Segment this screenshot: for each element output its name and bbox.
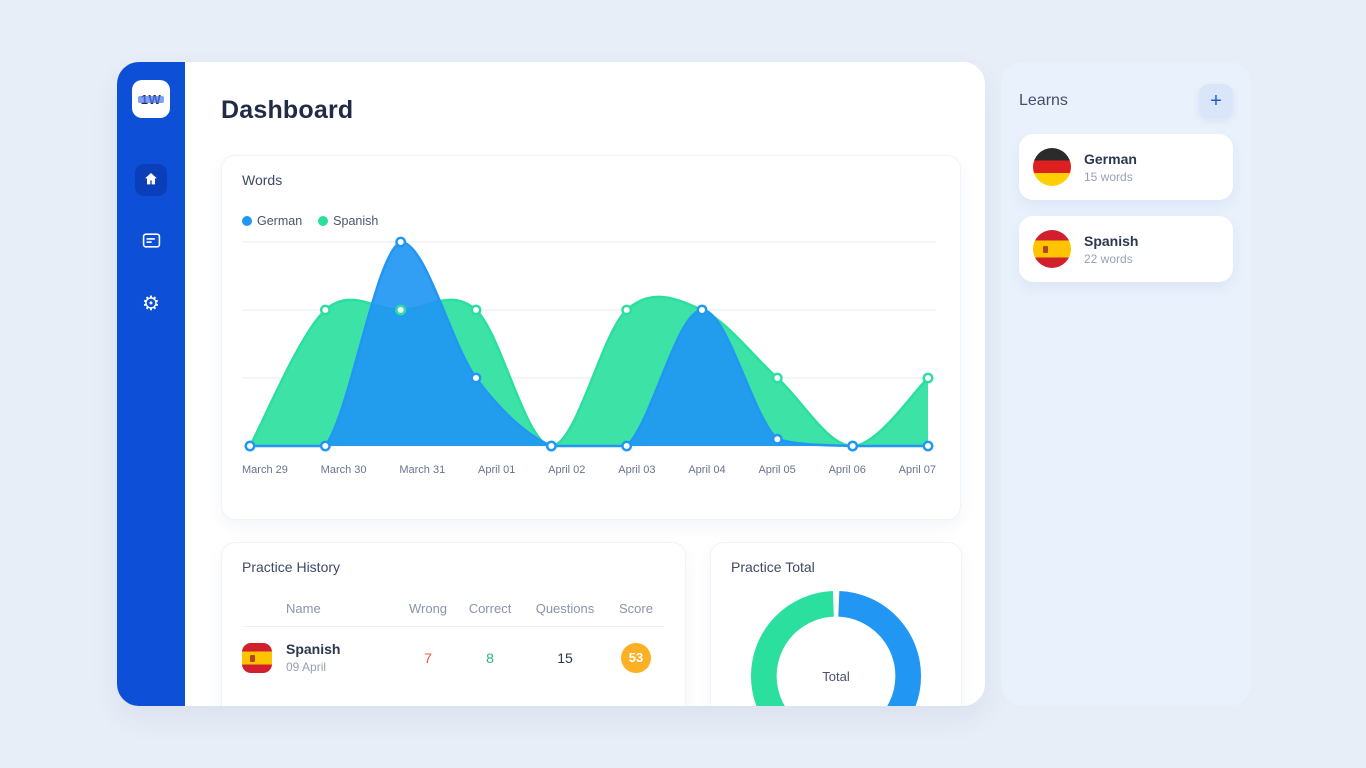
spanish-flag-icon	[1033, 230, 1071, 268]
x-tick: April 03	[618, 464, 656, 476]
x-tick: April 01	[478, 464, 516, 476]
donut-chart-canvas	[750, 590, 922, 706]
row-wrong-value: 7	[424, 649, 432, 666]
spanish-flag-icon	[242, 642, 272, 673]
learns-panel: Learns + German 15 words Spanish 22 word…	[1001, 62, 1251, 706]
flag-emblem	[250, 655, 256, 663]
learns-title: Learns	[1019, 92, 1068, 109]
learns-header: Learns +	[1019, 84, 1233, 118]
practice-total-title: Practice Total	[731, 559, 815, 575]
legend-label-spanish: Spanish	[333, 214, 379, 228]
word-cards-icon	[142, 232, 161, 252]
page-title: Dashboard	[221, 96, 354, 124]
learn-language: Spanish	[1084, 232, 1139, 249]
learn-language: German	[1084, 150, 1137, 167]
learn-item-text: German 15 words	[1084, 151, 1137, 184]
x-tick: April 05	[758, 464, 796, 476]
logo-highlight-bar	[138, 96, 164, 103]
app-logo[interactable]: 1W	[132, 80, 170, 118]
practice-history-card: Practice History Name Wrong Correct Ques…	[221, 542, 686, 706]
flag-emblem	[1043, 245, 1049, 253]
x-tick: April 02	[548, 464, 586, 476]
col-name: Name	[286, 601, 321, 616]
x-tick: March 30	[320, 464, 367, 476]
table-row[interactable]: Spanish 09 April 7 8 15 53	[242, 627, 665, 674]
col-score: Score	[619, 601, 653, 616]
legend-item-spanish[interactable]: Spanish	[318, 214, 378, 228]
score-badge: 53	[621, 642, 651, 673]
row-name-cell: Spanish 09 April	[286, 641, 399, 674]
learn-item-german[interactable]: German 15 words	[1019, 134, 1233, 200]
add-language-button[interactable]: +	[1199, 84, 1233, 118]
app-window: 1W ⚙ Dashboard Words	[117, 62, 985, 706]
chart-legend: German Spanish	[242, 214, 940, 228]
legend-dot-german	[242, 216, 252, 226]
practice-total-donut: Total	[741, 581, 931, 706]
sidebar-nav: ⚙	[135, 164, 167, 320]
legend-dot-spanish	[318, 216, 329, 226]
sidebar-item-words[interactable]	[135, 226, 167, 258]
home-icon	[143, 171, 159, 190]
main-content: Dashboard Words German Spanish March 29 …	[185, 62, 985, 706]
learn-item-spanish[interactable]: Spanish 22 words	[1019, 216, 1233, 282]
practice-history-title: Practice History	[242, 559, 341, 575]
legend-label-german: German	[257, 214, 303, 228]
chart-x-axis-labels: March 29 March 30 March 31 April 01 Apri…	[242, 464, 936, 476]
row-questions-value: 15	[557, 649, 573, 666]
table-header-row: Name Wrong Correct Questions Score	[242, 601, 665, 627]
sidebar-item-home[interactable]	[135, 164, 167, 196]
german-flag-icon	[1033, 148, 1071, 186]
practice-total-card: Practice Total Total	[710, 542, 962, 706]
learn-word-count: 22 words	[1084, 251, 1133, 266]
x-tick: March 31	[399, 464, 446, 476]
score-badge-cell: 53	[607, 642, 665, 673]
x-tick: April 07	[898, 464, 936, 476]
words-chart-card: Words German Spanish March 29 March 30 M…	[221, 155, 961, 520]
col-correct: Correct	[468, 601, 512, 616]
x-tick: March 29	[242, 464, 288, 476]
bottom-cards-row: Practice History Name Wrong Correct Ques…	[221, 542, 962, 706]
sidebar: 1W ⚙	[117, 62, 185, 706]
learn-item-text: Spanish 22 words	[1084, 233, 1138, 266]
learn-word-count: 15 words	[1084, 169, 1133, 184]
row-language: Spanish	[286, 641, 341, 657]
area-chart-canvas	[242, 236, 936, 452]
words-card-title: Words	[242, 172, 283, 188]
row-date: 09 April	[286, 660, 327, 674]
row-correct-value: 8	[486, 649, 494, 666]
x-tick: April 06	[828, 464, 866, 476]
gear-icon: ⚙	[142, 293, 160, 315]
sidebar-item-settings[interactable]: ⚙	[135, 288, 167, 320]
x-tick: April 04	[688, 464, 726, 476]
legend-item-german[interactable]: German	[242, 214, 302, 228]
col-questions: Questions	[535, 601, 595, 616]
donut-center-label: Total	[822, 669, 850, 684]
col-wrong: Wrong	[408, 601, 448, 616]
words-area-chart: March 29 March 30 March 31 April 01 Apri…	[242, 236, 940, 476]
